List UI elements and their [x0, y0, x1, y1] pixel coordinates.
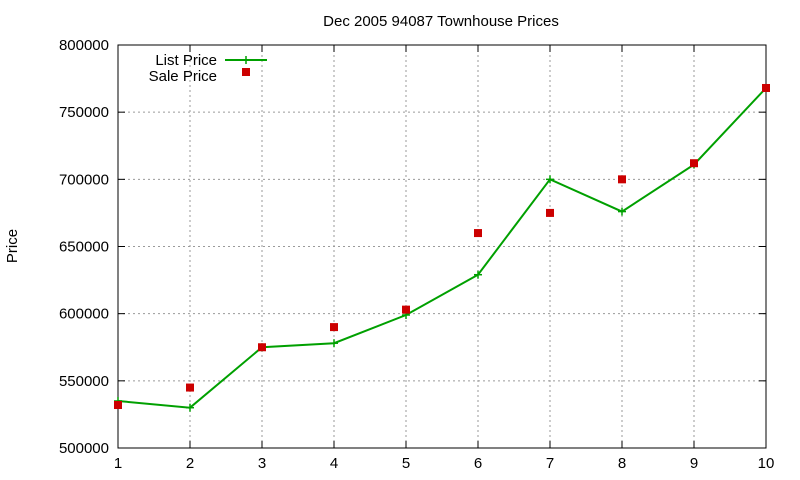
x-tick-label: 3 [258, 455, 266, 472]
x-tick-label: 4 [330, 455, 338, 472]
axis-ticks: 1 2 3 4 5 6 7 8 9 10 500000 550000 600000 650000 70000… [59, 37, 774, 472]
series-0 [114, 83, 770, 412]
sale-price-point [258, 343, 266, 352]
list-price-point [186, 403, 194, 412]
y-tick-label: 500000 [59, 440, 109, 457]
sale-price-point [330, 323, 338, 332]
chart-title: Dec 2005 94087 Townhouse Prices [323, 13, 559, 30]
series-line [117, 87, 767, 409]
y-tick-label: 800000 [59, 37, 109, 54]
legend-plus-marker [242, 56, 250, 64]
sale-price-point [186, 383, 194, 392]
grid [118, 45, 766, 448]
y-tick-label: 550000 [59, 373, 109, 390]
list-price-point [546, 175, 554, 184]
sale-price-point [762, 83, 770, 92]
sale-price-point [402, 305, 410, 314]
sale-price-point [114, 401, 122, 410]
list-price-point [330, 339, 338, 348]
sale-price-point [546, 208, 554, 217]
x-tick-label: 2 [186, 455, 194, 472]
sale-price-point [618, 175, 626, 184]
x-tick-label: 7 [546, 455, 554, 472]
list-price-point [618, 207, 626, 216]
sale-price-point [690, 159, 698, 168]
x-tick-label: 1 [114, 455, 122, 472]
x-tick-label: 5 [402, 455, 410, 472]
legend-label: List Price [155, 52, 217, 69]
y-tick-label: 700000 [59, 171, 109, 188]
legend-label: Sale Price [149, 68, 217, 85]
x-tick-label: 9 [690, 455, 698, 472]
y-tick-label: 600000 [59, 306, 109, 323]
y-tick-label: 750000 [59, 104, 109, 121]
x-tick-label: 6 [474, 455, 482, 472]
y-axis-label: Price [4, 229, 21, 263]
series-1 [114, 83, 770, 410]
list-price-point [474, 270, 482, 279]
y-tick-label: 650000 [59, 239, 109, 256]
x-tick-label: 10 [758, 455, 775, 472]
x-tick-label: 8 [618, 455, 626, 472]
series [114, 83, 770, 412]
sale-price-point [474, 229, 482, 238]
legend-square-marker [242, 68, 250, 76]
